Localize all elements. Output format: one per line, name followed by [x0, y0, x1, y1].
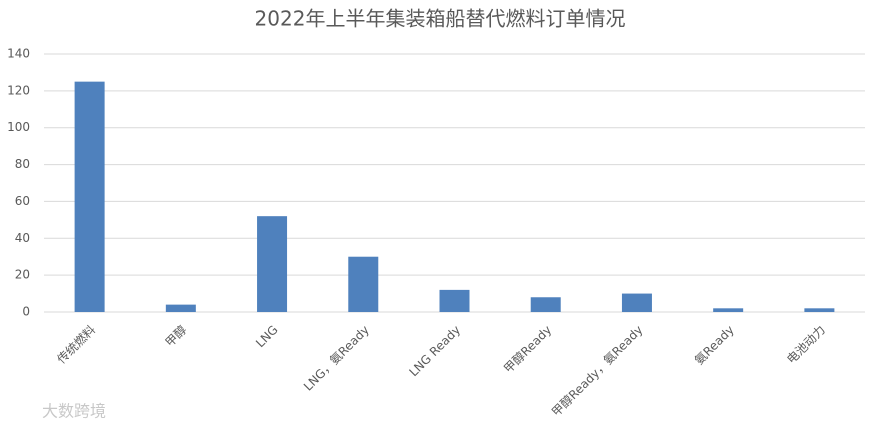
x-tick-label: 氨Ready — [692, 323, 737, 368]
x-tick-label: 甲醇Ready，氨Ready — [548, 322, 645, 419]
y-tick-label: 100 — [7, 120, 30, 134]
y-tick-label: 0 — [22, 305, 30, 319]
x-tick-label: LNG，氨Ready — [301, 323, 372, 394]
chart-title: 2022年上半年集装箱船替代燃料订单情况 — [255, 7, 626, 31]
y-tick-label: 20 — [15, 268, 30, 282]
bar — [530, 297, 561, 312]
x-tick-label: 甲醇Ready — [500, 322, 554, 376]
y-tick-label: 140 — [7, 47, 30, 61]
y-tick-label: 40 — [15, 231, 30, 245]
x-tick-label: 甲醇 — [162, 322, 190, 350]
bar — [165, 304, 196, 312]
y-tick-label: 60 — [15, 194, 30, 208]
x-tick-label: 传统燃料 — [54, 322, 99, 367]
y-tick-label: 120 — [7, 83, 30, 97]
watermark: 大数跨境 — [42, 402, 106, 421]
x-tick-label: 电池动力 — [784, 323, 828, 367]
bar — [74, 81, 105, 313]
bar — [257, 216, 288, 312]
bar — [439, 289, 470, 312]
bar — [348, 256, 379, 312]
bar — [621, 293, 652, 312]
bar — [713, 308, 744, 312]
y-tick-label: 80 — [15, 157, 30, 171]
bar — [804, 308, 835, 312]
x-tick-label: LNG — [253, 323, 281, 351]
x-tick-label: LNG Ready — [407, 323, 464, 380]
